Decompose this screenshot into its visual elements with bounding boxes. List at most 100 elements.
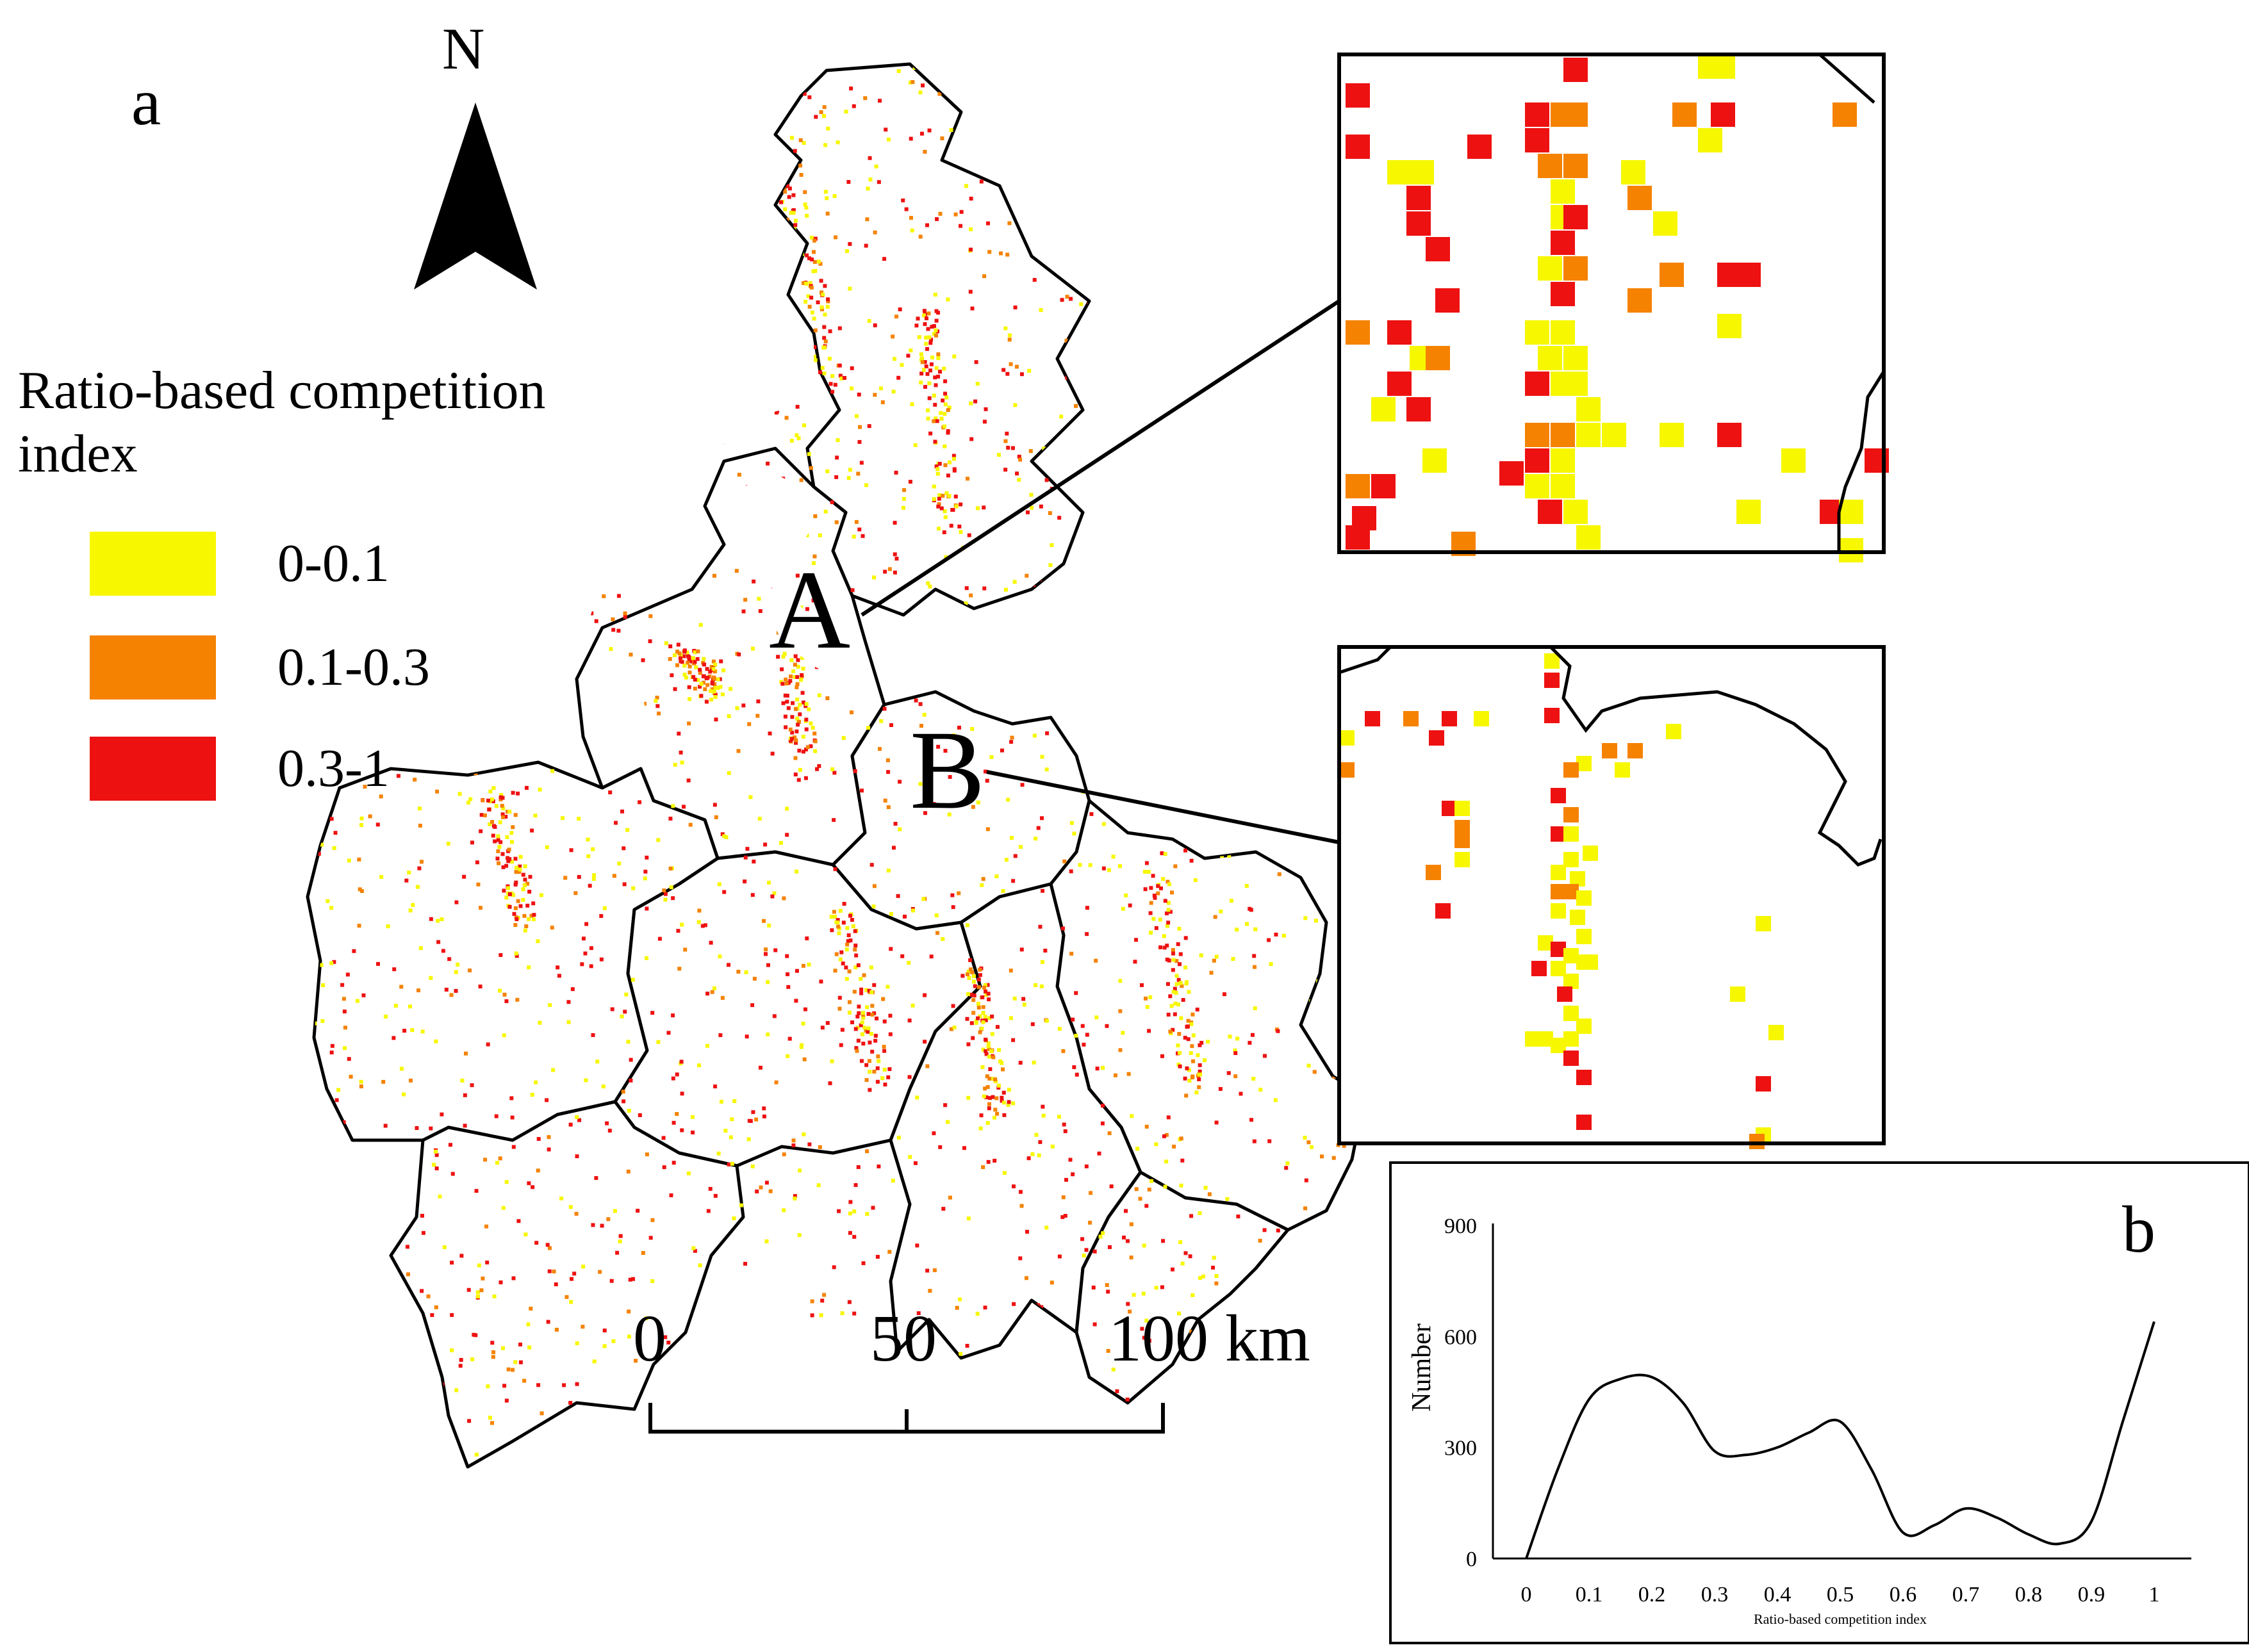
map-pixel [489, 81, 493, 85]
map-pixel [691, 280, 696, 284]
map-pixel [627, 1109, 631, 1113]
map-pixel [1102, 306, 1107, 310]
map-pixel [411, 903, 415, 907]
map-pixel [359, 1084, 363, 1089]
map-pixel [1122, 1235, 1126, 1239]
map-pixel [925, 347, 930, 351]
map-pixel [744, 1472, 748, 1476]
map-pixel [334, 1098, 339, 1102]
map-pixel [408, 600, 412, 605]
map-pixel [616, 594, 621, 598]
map-pixel [755, 1372, 760, 1377]
map-pixel [1182, 1380, 1186, 1384]
map-pixel [985, 1085, 990, 1090]
map-pixel [1026, 1156, 1031, 1161]
map-pixel [892, 1396, 896, 1400]
inset-b-pixel [1551, 788, 1566, 803]
map-pixel [790, 730, 795, 735]
map-pixel [584, 922, 589, 926]
map-pixel [1060, 298, 1064, 302]
map-pixel [452, 299, 456, 304]
map-pixel [1314, 441, 1318, 445]
map-pixel [1281, 778, 1285, 783]
map-pixel [946, 408, 950, 413]
map-pixel [441, 949, 445, 953]
map-pixel [743, 879, 747, 884]
map-pixel [947, 812, 952, 817]
map-pixel [966, 1216, 971, 1221]
map-pixel [781, 655, 786, 659]
map-pixel [957, 524, 962, 528]
map-pixel [1233, 733, 1237, 737]
map-pixel [1176, 942, 1180, 946]
map-pixel [825, 469, 830, 473]
map-pixel [429, 1126, 433, 1131]
map-pixel [468, 968, 472, 972]
map-pixel [591, 1223, 595, 1227]
map-pixel [745, 847, 750, 851]
map-pixel [1188, 302, 1192, 306]
map-pixel [476, 882, 481, 887]
map-pixel [795, 969, 799, 973]
inset-a-pixel [1551, 179, 1575, 204]
map-pixel [987, 1102, 991, 1106]
inset-b-pixel [1563, 826, 1579, 842]
map-pixel [1170, 890, 1174, 895]
map-pixel [990, 608, 994, 612]
map-pixel [418, 946, 423, 951]
map-pixel [986, 992, 991, 996]
map-pixel [802, 92, 807, 96]
map-pixel [348, 714, 352, 718]
map-pixel [809, 1452, 813, 1457]
map-pixel [1021, 997, 1026, 1001]
map-pixel [677, 540, 681, 544]
map-pixel [951, 905, 955, 910]
map-pixel [1134, 938, 1139, 942]
map-pixel [1304, 1178, 1308, 1182]
map-pixel [826, 126, 830, 131]
map-pixel [1111, 1368, 1116, 1372]
map-pixel [1117, 238, 1122, 242]
map-pixel [623, 557, 628, 562]
map-pixel [947, 494, 952, 498]
map-pixel [563, 250, 567, 254]
map-pixel [969, 227, 973, 231]
map-pixel [1149, 931, 1153, 935]
map-pixel [820, 366, 825, 370]
map-pixel [1140, 1327, 1144, 1331]
map-pixel [693, 660, 697, 664]
map-pixel [938, 211, 943, 216]
map-pixel [664, 1416, 668, 1421]
map-pixel [1310, 1404, 1314, 1409]
map-pixel [490, 797, 494, 802]
inset-b-pixel [1756, 916, 1771, 931]
map-pixel [730, 102, 734, 107]
map-pixel [576, 226, 581, 231]
map-pixel [859, 1023, 863, 1027]
map-pixel [906, 354, 910, 358]
map-pixel [1198, 1063, 1202, 1067]
map-pixel [1324, 497, 1329, 502]
map-pixel [456, 962, 460, 967]
map-pixel [922, 661, 927, 666]
map-pixel [668, 866, 673, 871]
map-pixel [467, 739, 472, 744]
map-pixel [402, 1029, 407, 1033]
map-pixel [867, 319, 871, 323]
map-pixel [962, 67, 966, 72]
map-pixel [677, 732, 681, 736]
map-pixel [1120, 338, 1124, 343]
map-pixel [679, 659, 683, 664]
map-pixel [352, 630, 357, 634]
map-pixel [1160, 1054, 1164, 1058]
map-pixel [311, 826, 316, 830]
map-pixel [512, 912, 516, 916]
map-pixel [860, 1020, 864, 1025]
map-pixel [1183, 218, 1188, 223]
map-pixel [1140, 550, 1144, 554]
map-pixel [723, 1129, 728, 1133]
map-pixel [1166, 1012, 1171, 1017]
map-pixel [853, 929, 857, 933]
inset-b-pixel [1627, 743, 1643, 758]
map-pixel [664, 641, 668, 646]
